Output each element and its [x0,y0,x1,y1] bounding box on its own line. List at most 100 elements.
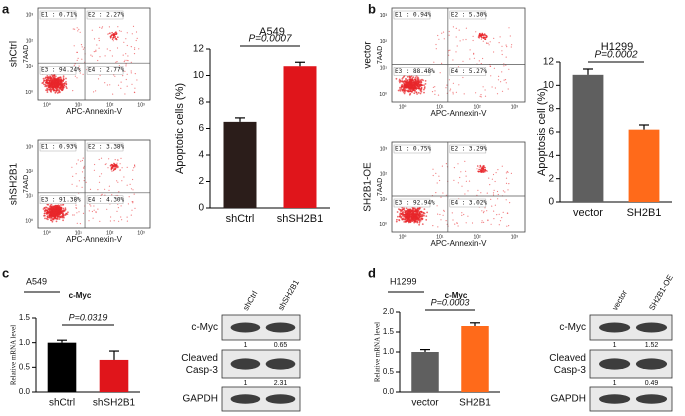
event-dot [125,63,127,65]
event-dot [476,165,479,167]
event-dot [410,218,412,220]
event-dot [407,220,410,223]
p-value: P=0.0319 [69,312,108,322]
x-tick-label: vector [573,207,603,219]
event-dot [398,78,401,81]
event-dot [57,81,60,83]
event-dot [481,210,483,212]
event-dot [503,65,505,67]
event-dot [462,76,464,79]
flow-x-label: APC-Annexin-V [66,235,123,244]
event-dot [49,87,52,90]
event-dot [73,64,75,66]
event-dot [44,85,47,88]
event-dot [58,82,61,85]
flow-x-tick: 10² [474,104,482,110]
event-dot [443,210,445,212]
event-dot [60,207,63,210]
row-label-line: Cleaved [181,353,218,364]
x-tick-label: shSH2B1 [93,398,136,409]
event-dot [485,36,488,39]
event-dot [483,221,485,223]
event-dot [405,89,408,92]
event-dot [426,211,428,214]
event-dot [43,79,46,82]
event-dot [419,81,421,84]
event-dot [132,25,135,27]
event-dot [406,75,409,78]
event-dot [507,171,509,173]
event-dot [412,86,414,89]
event-dot [111,164,113,166]
event-dot [115,38,118,41]
event-dot [111,194,113,196]
event-dot [121,219,123,221]
flow-y-label: 7AAD [23,45,30,63]
event-dot [496,190,499,193]
quadrant-label: E4 : 3.02% [451,200,488,207]
event-dot [441,62,443,64]
blot-band [599,358,631,370]
event-dot [130,214,132,216]
event-dot [501,53,503,56]
event-dot [419,219,422,222]
event-dot [45,89,47,92]
event-dot [412,210,415,213]
event-dot [79,72,81,74]
event-dot [489,184,491,186]
event-dot [445,194,447,196]
event-dot [58,209,61,212]
event-dot [479,169,482,171]
x-tick-label: vector [411,398,439,409]
event-dot [62,219,64,222]
event-dot [76,51,78,54]
flow-x-tick: 10¹ [436,234,444,240]
event-dot [479,95,481,97]
p-value: P=0.0003 [431,297,470,307]
event-dot [482,168,485,170]
event-dot [60,82,62,85]
flow-y-tick: 10¹ [380,197,388,203]
flow-y-tick: 10² [380,172,388,178]
event-dot [114,38,117,40]
event-dot [58,218,61,220]
event-dot [54,207,57,210]
event-dot [126,166,128,168]
sample-label: shCtrl [9,41,20,67]
event-dot [423,86,426,88]
flow-x-tick: 10² [106,102,114,108]
event-dot [43,214,45,217]
event-dot [134,47,136,49]
flow-y-tick: 10¹ [26,194,34,200]
blot-band [230,322,261,333]
event-dot [404,84,407,87]
event-dot [407,218,409,221]
band-quant: 0.65 [274,342,288,349]
event-dot [64,214,67,216]
y-tick-label: 0.5 [19,362,31,371]
event-dot [78,68,81,70]
event-dot [457,163,459,165]
flow-y-tick: 10² [26,169,34,175]
event-dot [406,210,409,213]
event-dot [415,83,418,85]
event-dot [120,205,122,207]
event-dot [494,204,496,206]
blot-band [230,358,261,370]
event-dot [126,73,128,75]
event-dot [420,90,423,93]
event-dot [115,61,117,63]
event-dot [122,54,124,56]
row-label-line: Casp-3 [554,365,587,376]
event-dot [111,166,114,169]
flow-y-tick: 10⁰ [379,92,387,98]
event-dot [120,157,122,159]
quadrant-label: E2 : 3.38% [88,144,125,151]
event-dot [478,37,481,39]
event-dot [62,204,64,206]
event-dot [475,31,477,33]
event-dot [409,92,412,95]
event-dot [109,32,111,34]
event-dot [45,82,47,84]
event-dot [52,218,54,220]
